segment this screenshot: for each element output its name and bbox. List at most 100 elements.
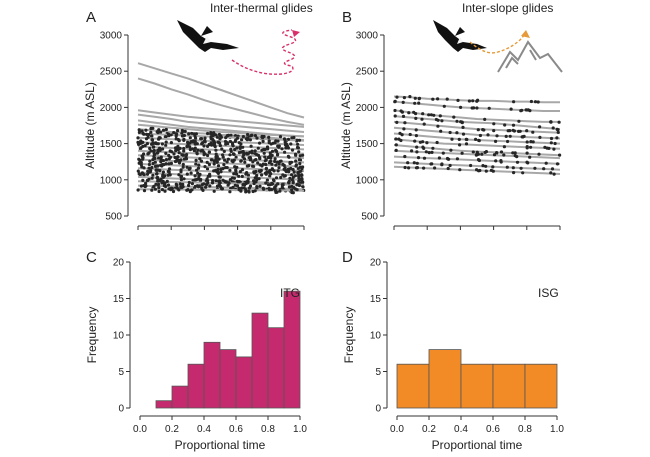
panel-a-glide-point [136,136,140,140]
panel-b-glide-point [551,126,555,130]
panel-b-glide-point [542,167,546,171]
histogram-d-tag: ISG [538,286,559,300]
panel-a-glide-point [253,134,257,138]
panel-a-glide-point [222,163,226,167]
panel-b-glide-point [448,163,452,168]
panel-a-glide-point [216,169,220,173]
panel-a-glide-point [270,187,274,192]
panel-a-glide-point [252,170,256,174]
panel-b-glide-point [529,99,534,104]
panel-c-x-tick-label: 0.4 [197,424,211,435]
panel-a-glide-point [210,143,214,147]
panel-a-glide-point [260,148,264,152]
panel-a-glide-point [268,171,272,175]
panel-b-glide-point [511,166,515,170]
panel-b-glide-point [455,119,459,123]
panel-a-glide-point [246,173,250,177]
panel-b-glide-point [438,114,442,118]
panel-d-bar [460,363,494,409]
panel-a-glide-point [136,188,140,192]
panel-a-glide-point [254,158,258,162]
panel-a-glide-point [268,183,272,187]
panel-a-glide-point [181,165,185,169]
panel-c-x-tick-label: 0.0 [133,424,147,435]
panel-b-glide-point [505,165,509,169]
panel-a-glide-point [216,164,221,168]
panel-a-glide-point [290,148,295,152]
panel-a-glide-point [147,162,151,167]
panel-a-glide-point [177,158,181,162]
panel-b-glide-point [474,153,479,157]
panel-a-glide-point [211,137,215,142]
mountain-icon [497,40,563,73]
panel-c-histogram: 0 5 10 15 20 Frequency 0.0 0.2 0.4 0.6 0.8 1.0 Propo… [85,258,307,453]
panel-a-glide-point [260,164,264,168]
panel-a-glide-point [182,146,186,151]
panel-a-glide-point [190,147,194,151]
panel-a-glide-point [190,131,194,136]
panel-a-glide-point [243,160,247,164]
panel-a-glide-point [240,168,245,172]
panel-a-glide-point [138,173,142,177]
panel-a-glide-point [184,155,188,159]
panel-a-glide-point [163,135,167,139]
panel-a-glide-point [152,148,156,153]
panel-a-glide-point [283,150,287,154]
panel-a-glide-trace [137,123,305,138]
panel-b-glide-point [407,111,411,115]
panel-a-glide-point [295,188,299,192]
panel-a-glide-point [214,148,218,152]
panel-a-glide-point [157,189,161,194]
panel-a-glide-point [208,172,212,176]
panel-a-glide-point [280,185,284,189]
panel-a-glide-point [159,155,163,159]
panel-a-glide-point [297,173,301,177]
panel-d-y-tick-label: 20 [370,258,382,269]
panel-a-glide-point [242,151,246,155]
panel-a-glide-point [139,184,143,188]
panel-a-glide-point [215,184,220,188]
panel-b-glide-point [402,127,406,131]
panel-b-glide-point [506,139,510,144]
panel-b-glide-point [422,166,426,170]
panel-b-glide-point [470,106,474,110]
panel-a-glide-point [182,157,186,161]
panel-b-glide-point [415,150,419,154]
panel-a-glide-point [261,139,265,143]
panel-b-glide-point [484,164,488,168]
panel-d-bar [524,363,558,409]
panel-a-glide-point [208,184,212,188]
panel-a-glide-point [297,150,301,154]
panel-a-glide-point [264,166,268,170]
panel-a-glide-point [175,132,179,136]
panel-a-glide-point [265,178,269,182]
panel-b-glide-point [442,104,446,108]
panel-a-glide-point [223,139,228,144]
panel-a-glide-point [199,149,203,153]
panel-c-bar [251,312,269,409]
panel-a-glide-point [240,138,244,142]
panel-b-glide-point [416,156,421,160]
panel-a-glide-point [278,159,282,163]
panel-a-glide-point [270,167,274,172]
panel-a-glide-point [287,185,291,189]
panel-a-glide-point [160,163,164,167]
panel-a-glide-point [284,146,288,150]
panel-a-glide-point [197,163,201,167]
panel-b-glide-point [475,106,479,110]
panel-c-bar [235,356,253,409]
panel-b-glide-point [502,153,506,157]
panel-a-glide-point [164,184,168,189]
panel-a-glide-point [141,156,145,160]
panel-d-x-tick-label: 0.8 [518,424,532,435]
panel-a-glide-point [217,175,221,179]
panel-a-glide-point [220,147,224,151]
panel-a-glide-point [194,158,198,162]
panel-a-glide-point [254,176,258,180]
panel-a-glide-point [242,157,247,161]
zigzag-arrow-icon [231,29,300,75]
panel-a-glide-point [198,172,202,176]
panel-a-glide-point [246,180,250,184]
panel-b-glide-point [440,162,444,166]
panel-a-glide-point [219,167,223,171]
